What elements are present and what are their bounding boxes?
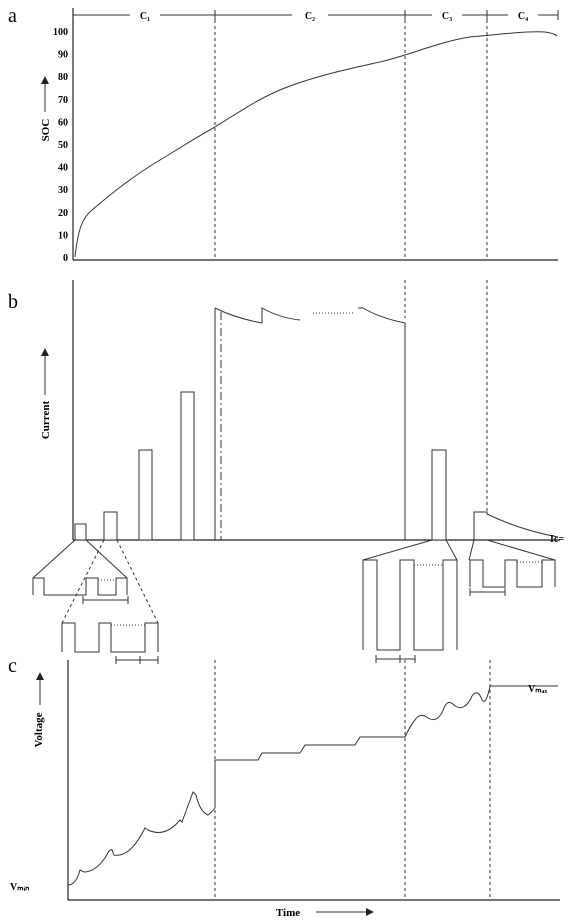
y-ticks: 0 10 20 30 40 50 60 70 80 90 100 [53,27,68,264]
y-axis-label: Voltage [33,712,45,747]
y-axis-label: SOC [40,119,52,142]
y-tick-label: 60 [58,117,68,128]
arrow [41,76,49,112]
panel-label: b [8,291,18,313]
y-tick-label: 20 [58,208,68,219]
end-label: Ic= [550,534,564,545]
y-tick-label: 10 [58,230,68,241]
y-tick-label: 40 [58,163,68,174]
panel-label: a [8,5,17,27]
y-axis-label: Current [40,401,52,440]
x-axis-label: Time [276,907,300,919]
arrow [36,672,44,705]
phase-label: C₁ [140,11,150,22]
min-label: Vₘᵢₙ [10,882,29,893]
y-tick-label: 50 [58,140,68,151]
max-label: Vₘₐₓ [528,684,547,695]
panel-label: c [8,655,17,677]
y-tick-label: 80 [58,72,68,83]
y-tick-label: 100 [53,27,68,38]
soc-curve [74,31,558,258]
y-tick-label: 90 [58,50,68,61]
y-tick-label: 70 [58,95,68,106]
y-tick-label: 0 [63,253,68,264]
phase-label: C₂ [305,11,315,22]
arrow [41,348,49,395]
arrow [316,908,374,916]
voltage-curve [67,685,558,886]
current-pulses [74,307,559,541]
phase-bracket [72,10,559,20]
zoom-insets [32,539,556,664]
phase-label: C₄ [518,11,528,22]
y-tick-label: 30 [58,185,68,196]
phase-label: C₃ [442,11,452,22]
